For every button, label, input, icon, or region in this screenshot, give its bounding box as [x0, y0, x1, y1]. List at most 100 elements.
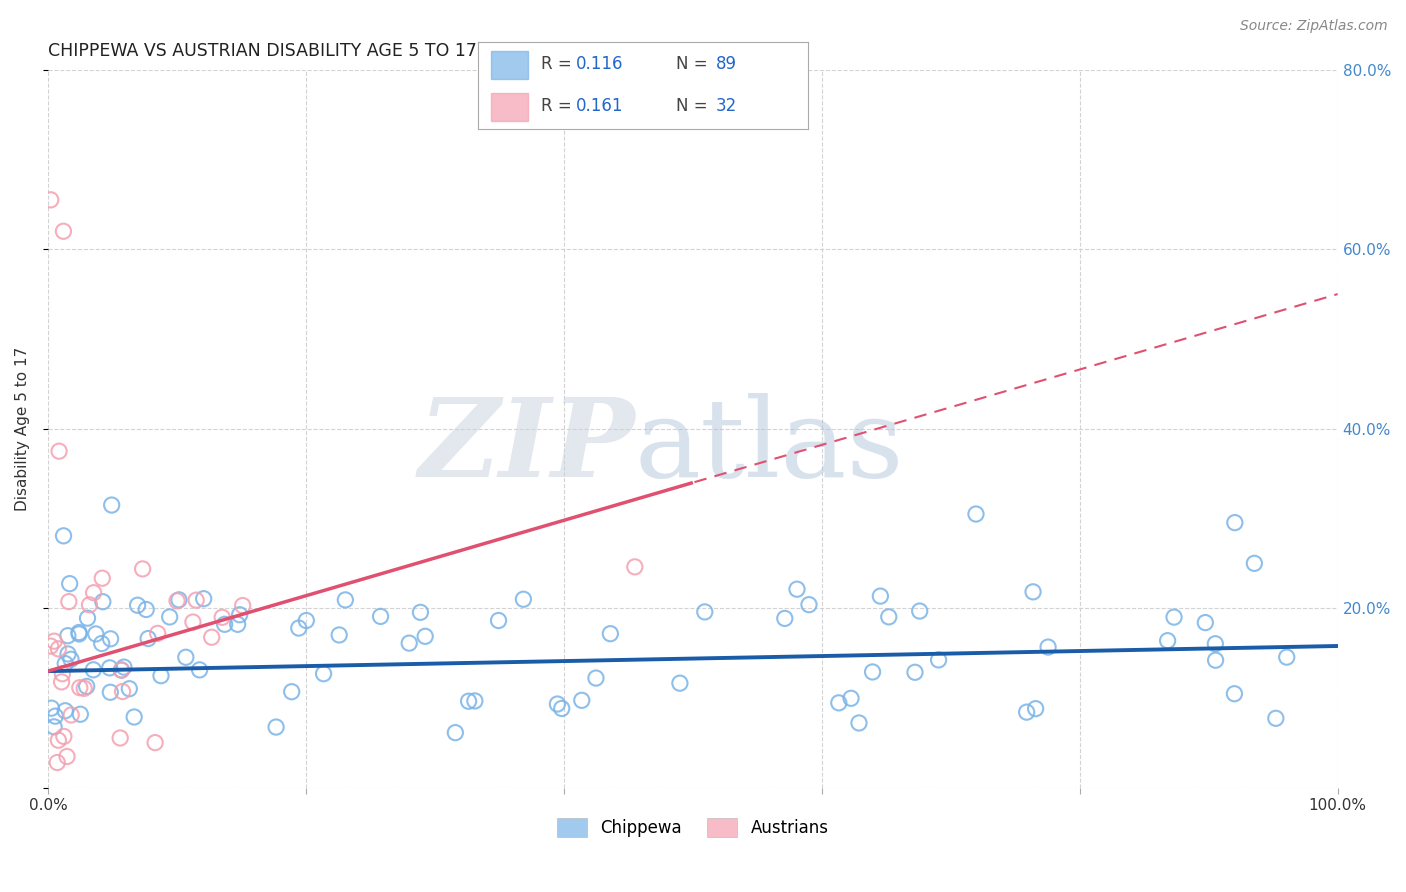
Point [59, 576, 82, 591]
Point [869, 589, 891, 603]
Text: 89: 89 [716, 55, 737, 73]
Point [67, 625, 90, 640]
Point [82, 663, 104, 677]
Point [186, 593, 208, 607]
Point [53, 704, 76, 718]
Point [41, 701, 63, 715]
Point [59, 652, 82, 666]
Point [53, 657, 76, 671]
Point [1163, 610, 1185, 624]
Point [135, 602, 157, 616]
Point [1022, 584, 1045, 599]
Point [51, 674, 73, 689]
Point [39, 639, 62, 653]
Point [1264, 711, 1286, 725]
Point [149, 669, 172, 683]
Point [44, 709, 66, 723]
Point [42, 720, 65, 734]
Point [73, 681, 96, 696]
Point [908, 604, 931, 618]
Point [228, 607, 250, 622]
Point [52, 224, 75, 238]
Point [413, 629, 436, 643]
Point [76, 611, 98, 625]
Point [56, 647, 79, 661]
Point [58, 594, 80, 608]
Point [1223, 687, 1246, 701]
Point [52, 529, 75, 543]
Point [1194, 615, 1216, 630]
Point [56, 629, 79, 643]
Point [91, 595, 114, 609]
Point [146, 626, 169, 640]
Point [546, 697, 568, 711]
Point [48, 641, 70, 656]
Point [1205, 653, 1227, 667]
Point [84, 627, 107, 641]
Point [877, 610, 900, 624]
Point [110, 663, 132, 677]
Point [79, 598, 101, 612]
Point [488, 614, 510, 628]
Point [174, 650, 197, 665]
Point [1223, 516, 1246, 530]
Text: 32: 32 [716, 97, 737, 115]
Text: R =: R = [541, 55, 576, 73]
Point [624, 559, 647, 574]
Point [167, 592, 190, 607]
Point [335, 593, 357, 607]
Point [928, 653, 950, 667]
Point [786, 582, 808, 597]
Point [693, 605, 716, 619]
Point [464, 694, 486, 708]
Point [585, 671, 607, 685]
Point [280, 684, 302, 698]
Bar [491, 93, 527, 120]
Point [56, 749, 79, 764]
Point [1015, 705, 1038, 719]
Point [828, 696, 851, 710]
Text: Source: ZipAtlas.com: Source: ZipAtlas.com [1240, 19, 1388, 33]
Point [118, 681, 141, 696]
Point [457, 694, 479, 708]
Point [159, 610, 181, 624]
Point [52, 730, 75, 744]
Point [862, 665, 884, 679]
Point [201, 630, 224, 644]
Point [46, 756, 69, 770]
Point [669, 676, 692, 690]
Point [1204, 637, 1226, 651]
Point [839, 691, 862, 706]
Point [110, 663, 132, 677]
Text: atlas: atlas [636, 393, 904, 500]
Point [571, 693, 593, 707]
Y-axis label: Disability Age 5 to 17: Disability Age 5 to 17 [15, 347, 30, 511]
Point [91, 571, 114, 585]
Point [48, 733, 70, 747]
Point [108, 731, 131, 745]
Point [69, 707, 91, 722]
Point [44, 634, 66, 648]
Point [131, 562, 153, 576]
Point [98, 661, 121, 675]
Point [1243, 557, 1265, 571]
Point [965, 507, 987, 521]
Text: 0.116: 0.116 [575, 55, 623, 73]
Point [264, 720, 287, 734]
Point [83, 585, 105, 599]
Point [226, 617, 249, 632]
Point [98, 685, 121, 699]
Point [166, 594, 188, 608]
Point [136, 632, 159, 646]
Point [512, 592, 534, 607]
Point [48, 444, 70, 458]
Point [1025, 701, 1047, 715]
Point [904, 665, 927, 680]
Point [111, 684, 134, 698]
Point [797, 598, 820, 612]
Point [39, 193, 62, 207]
Point [773, 611, 796, 625]
Point [90, 636, 112, 650]
Legend: Chippewa, Austrians: Chippewa, Austrians [551, 812, 835, 844]
Point [67, 627, 90, 641]
